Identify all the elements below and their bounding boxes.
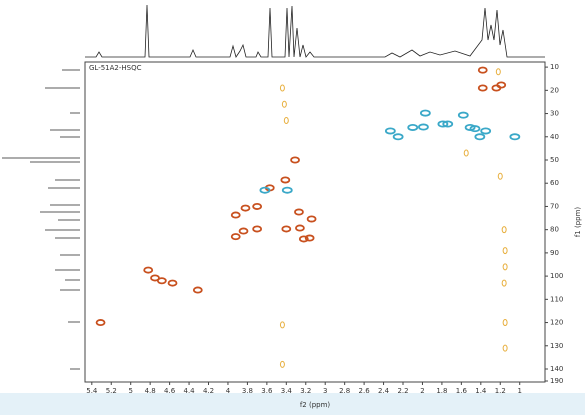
x-tick-label: 3.6: [261, 387, 273, 395]
peak: [281, 100, 287, 108]
peak: [501, 279, 507, 287]
x-tick-label: 1.2: [495, 387, 506, 395]
x-tick-label: 4: [226, 387, 231, 395]
y-tick-label: 40: [550, 133, 559, 141]
peak: [418, 123, 429, 131]
peak: [502, 319, 508, 327]
plot-frame: [84, 61, 546, 383]
peak: [192, 286, 203, 294]
peak: [294, 208, 304, 216]
y-tick-label: 140: [550, 365, 563, 373]
y-tick-label: 90: [550, 249, 559, 257]
peak: [469, 125, 481, 133]
chart-title: GL-51A2-HSQC: [89, 64, 142, 72]
peak: [496, 81, 507, 89]
peak: [240, 204, 251, 212]
x-tick-label: 1.8: [436, 387, 447, 395]
y-tick-label: 70: [550, 202, 559, 210]
peak: [298, 235, 309, 243]
peak: [95, 319, 106, 327]
peak: [419, 109, 431, 117]
peak: [477, 84, 488, 92]
x-tick-label: 2.8: [339, 387, 350, 395]
left-projection: [2, 69, 80, 370]
x-tick-label: 3: [323, 387, 327, 395]
peak: [230, 233, 241, 241]
peak: [442, 120, 454, 128]
y-tick-label: 30: [550, 110, 559, 118]
peak: [304, 234, 315, 242]
peak: [407, 123, 419, 131]
peak: [384, 127, 396, 135]
peak: [477, 66, 488, 74]
peak: [279, 321, 285, 329]
peak: [167, 279, 178, 287]
peak: [156, 277, 167, 285]
peak: [280, 176, 291, 184]
x-tick-label: 5: [128, 387, 132, 395]
y-tick-label: 100: [550, 272, 563, 280]
x-tick-label: 3.2: [300, 387, 311, 395]
peak: [497, 172, 503, 180]
peak: [437, 120, 449, 128]
peak: [279, 84, 285, 92]
x-tick-label: 2.4: [378, 387, 390, 395]
peak: [281, 225, 292, 233]
peak: [495, 68, 501, 76]
peak: [463, 149, 469, 157]
y-tick-label: 10: [550, 63, 559, 71]
peak: [143, 266, 154, 274]
peak: [509, 133, 521, 141]
peak: [230, 211, 241, 219]
top-projection: [85, 4, 545, 58]
x-tick-label: 2.6: [359, 387, 371, 395]
y-tick-label: 60: [550, 179, 559, 187]
peak: [474, 133, 486, 141]
x-tick-label: 1: [517, 387, 521, 395]
x-tick-label: 4.4: [183, 387, 195, 395]
peak: [259, 186, 271, 194]
x-tick-label: 2.2: [397, 387, 408, 395]
peak: [283, 117, 289, 125]
y-tick-label: 110: [550, 295, 563, 303]
x-tick-label: 2: [420, 387, 424, 395]
y-axis-label: f1 (ppm): [574, 207, 582, 238]
peak: [457, 111, 469, 119]
peak: [238, 227, 249, 235]
y-tick-label: 190: [550, 377, 563, 385]
y-tick-label: 130: [550, 342, 563, 350]
x-tick-label: 4.6: [164, 387, 176, 395]
x-tick-label: 4.8: [145, 387, 156, 395]
peak: [281, 186, 293, 194]
peak: [502, 344, 508, 352]
x-tick-label: 1.6: [456, 387, 468, 395]
peak: [501, 226, 507, 234]
peak: [502, 263, 508, 271]
peak: [392, 133, 404, 141]
x-tick-label: 3.4: [281, 387, 293, 395]
x-tick-label: 4.2: [203, 387, 214, 395]
x-tick-label: 5.4: [86, 387, 98, 395]
x-tick-label: 1.4: [475, 387, 487, 395]
peak: [502, 247, 508, 255]
peak: [279, 360, 285, 368]
peak: [252, 225, 263, 233]
peak: [306, 215, 317, 223]
x-axis-label: f2 (ppm): [300, 401, 331, 409]
y-tick-label: 80: [550, 226, 559, 234]
y-tick-label: 120: [550, 319, 563, 327]
x-tick-label: 5.2: [106, 387, 117, 395]
peak: [252, 202, 263, 210]
x-tick-label: 3.8: [242, 387, 253, 395]
peak: [295, 224, 305, 232]
peak: [480, 127, 492, 135]
y-tick-label: 20: [550, 86, 559, 94]
bottom-strip: [0, 393, 585, 415]
y-tick-label: 50: [550, 156, 559, 164]
peak: [290, 156, 300, 164]
